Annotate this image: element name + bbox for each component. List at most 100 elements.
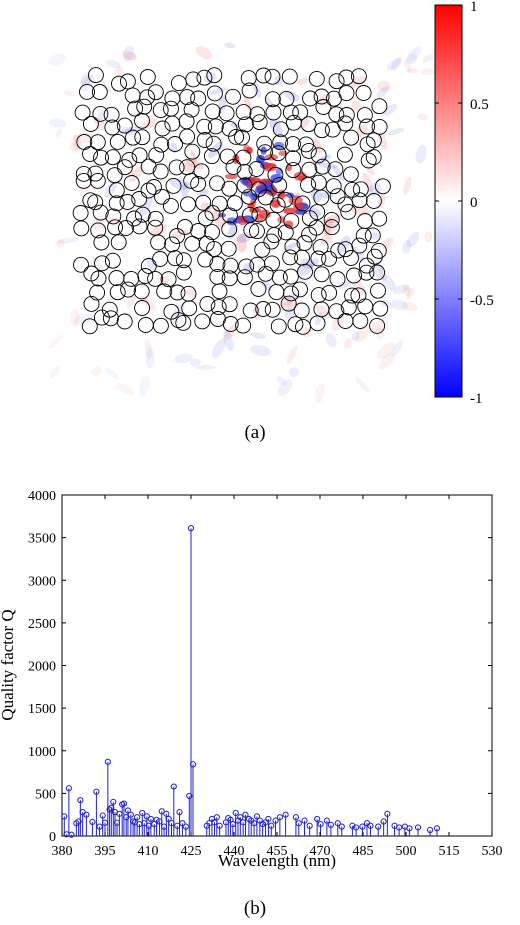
- scatterer-circle: [147, 84, 164, 101]
- scatterer-circle: [343, 250, 359, 266]
- scatterer-circle: [203, 148, 220, 165]
- y-tick-label: 0: [49, 830, 56, 845]
- scatterer-circle: [109, 133, 126, 150]
- scatterer-circle: [196, 118, 213, 135]
- scatterer-circle: [292, 281, 308, 298]
- scatterer-circle: [285, 162, 302, 179]
- field-lobe: [362, 172, 374, 192]
- field-lobe: [189, 358, 201, 367]
- scatterer-circle: [83, 295, 100, 312]
- scatterer-circle: [225, 88, 241, 105]
- scatterer-circle: [116, 313, 133, 330]
- scatterer-circle: [287, 316, 304, 333]
- scatterer-circle: [154, 120, 171, 137]
- scatterer-circle: [110, 234, 127, 251]
- scatterer-circle: [211, 195, 228, 212]
- stem-marker: [384, 810, 391, 817]
- stem-marker: [65, 785, 72, 792]
- field-lobe: [417, 113, 428, 121]
- scatterer-circle: [264, 255, 280, 272]
- field-lobe: [377, 80, 391, 92]
- scatterer-circle: [351, 192, 368, 209]
- scatterer-circle: [90, 270, 107, 287]
- field-lobe: [378, 353, 396, 370]
- field-lobe: [381, 274, 396, 291]
- scatterer-circle: [180, 285, 197, 302]
- scatterer-circle: [164, 236, 181, 253]
- scatterer-circle: [226, 195, 243, 212]
- scatterer-circle: [102, 310, 119, 327]
- field-lobe: [196, 364, 216, 370]
- scatterer-circle: [82, 146, 98, 162]
- field-lobe: [100, 80, 111, 93]
- stem-marker: [338, 823, 345, 830]
- scatterer-circle: [366, 248, 383, 265]
- scatterer-circle: [131, 147, 148, 164]
- field-lobe: [314, 383, 325, 404]
- stem-marker: [127, 811, 134, 818]
- field-lobe: [369, 232, 380, 240]
- scatterer-circle: [190, 176, 207, 192]
- stem-marker: [120, 800, 128, 807]
- field-lobe: [406, 287, 414, 300]
- scatterer-circle: [140, 182, 157, 199]
- scatterer-circle: [94, 255, 110, 272]
- field-lobe: [55, 127, 62, 139]
- scatterer-circle: [234, 129, 250, 146]
- scatterer-circle: [177, 219, 193, 235]
- x-tick-label: 380: [52, 844, 73, 859]
- scatterer-circle: [137, 268, 154, 284]
- scatterer-circle: [328, 303, 345, 320]
- scatterer-circle: [351, 237, 368, 254]
- x-tick-label: 440: [224, 844, 245, 859]
- scatterer-circle: [328, 73, 345, 90]
- field-lobe: [208, 87, 229, 95]
- caption-a: (a): [244, 422, 266, 443]
- field-lobe: [302, 327, 312, 338]
- stem-series: [61, 525, 441, 838]
- scatterer-circle: [163, 303, 180, 320]
- scatterer-circle: [134, 300, 151, 316]
- scatterer-circle: [163, 100, 179, 117]
- stem-marker: [158, 808, 165, 815]
- scatterer-circle: [89, 134, 106, 151]
- stem-marker: [179, 820, 186, 827]
- stem-marker: [301, 817, 308, 824]
- y-tick-label: 500: [35, 787, 56, 802]
- scatterer-circle: [328, 106, 345, 123]
- scatterer-circle: [116, 159, 133, 176]
- x-tick-label: 515: [439, 844, 460, 859]
- scatterer-circle: [107, 219, 124, 236]
- scatterer-circle: [183, 101, 200, 118]
- scatterer-circle: [325, 178, 342, 195]
- scatterer-circle: [170, 75, 187, 92]
- x-tick-label: 425: [181, 844, 202, 859]
- field-lobe: [90, 366, 103, 376]
- scatterer-circle: [264, 68, 281, 85]
- scatterer-circle: [196, 132, 213, 148]
- y-tick-label: 2500: [28, 617, 56, 632]
- scatterer-circle: [257, 189, 274, 206]
- stem-marker: [323, 817, 330, 824]
- scatterer-circle: [251, 114, 268, 131]
- scatterer-circle: [134, 129, 151, 146]
- scatterer-circle: [235, 317, 252, 334]
- scatterer-circle: [346, 267, 362, 284]
- field-lobe: [174, 353, 193, 364]
- stem-marker: [77, 797, 84, 804]
- scatterer-circle: [330, 242, 347, 259]
- field-lobe: [276, 376, 288, 386]
- scatterer-circle: [272, 134, 289, 151]
- scatterer-circle: [257, 144, 274, 161]
- scatterer-circle: [285, 136, 301, 153]
- scatterer-circle: [109, 284, 126, 301]
- scatterer-circles: [72, 67, 391, 335]
- scatterer-circle: [251, 206, 268, 223]
- field-lobe: [236, 233, 252, 243]
- scatterer-circle: [221, 221, 238, 238]
- scatterer-circle: [93, 234, 110, 251]
- scatterer-circle: [309, 315, 326, 332]
- scatterer-circle: [282, 268, 299, 285]
- field-lobe: [281, 295, 293, 307]
- scatterer-circle: [300, 116, 317, 133]
